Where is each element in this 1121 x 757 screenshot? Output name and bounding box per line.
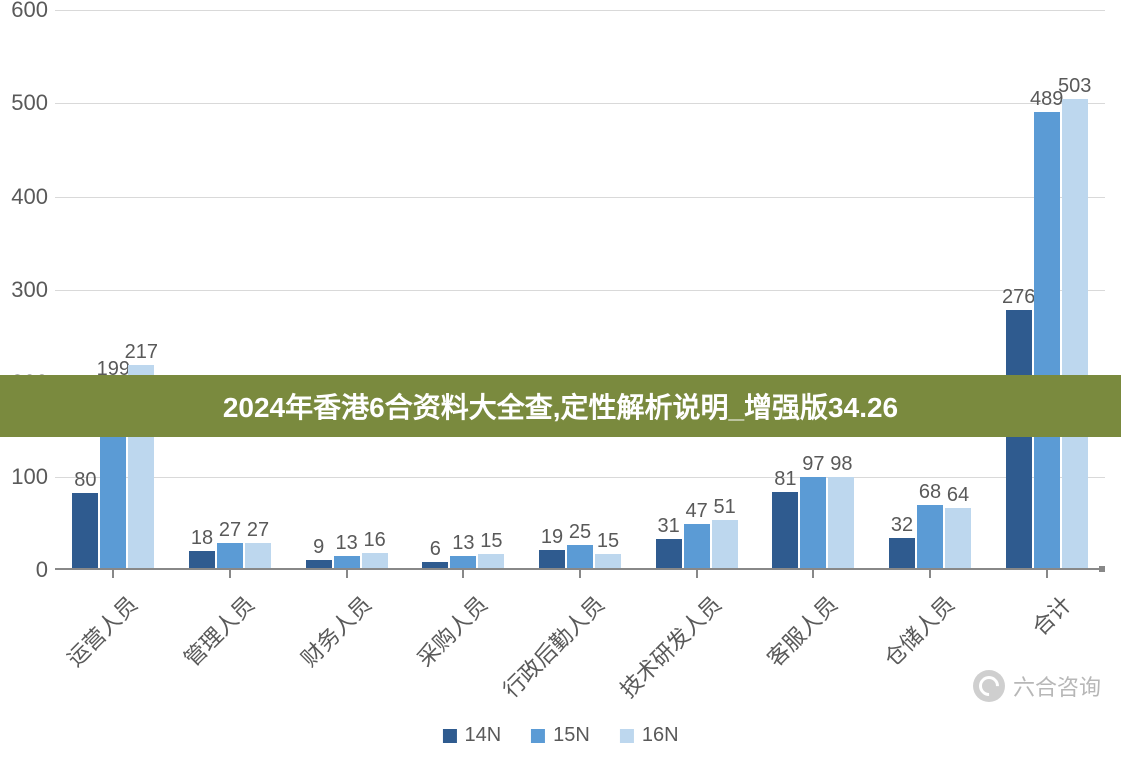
legend-item: 15N <box>531 724 590 747</box>
legend-swatch <box>620 729 634 743</box>
bar: 27 <box>217 543 243 568</box>
bar-value-label: 47 <box>686 500 708 523</box>
y-tick-label: 0 <box>0 557 48 583</box>
bar-value-label: 16 <box>364 529 386 552</box>
bar: 9 <box>306 560 332 568</box>
bar-value-label: 276 <box>1002 286 1035 309</box>
legend-swatch <box>442 729 456 743</box>
y-tick-label: 400 <box>0 184 48 210</box>
bar-value-label: 13 <box>452 532 474 555</box>
bar: 503 <box>1062 99 1088 568</box>
x-tick <box>696 570 698 578</box>
legend-label: 16N <box>642 724 679 747</box>
bar: 81 <box>772 492 798 568</box>
bar: 47 <box>684 524 710 568</box>
x-tick <box>112 570 114 578</box>
x-category-label: 仓储人员 <box>832 588 961 717</box>
x-tick <box>346 570 348 578</box>
legend-label: 15N <box>553 724 590 747</box>
bar-value-label: 19 <box>541 526 563 549</box>
legend-item: 14N <box>442 724 501 747</box>
bar-value-label: 81 <box>774 468 796 491</box>
bar: 489 <box>1034 112 1060 568</box>
bar-value-label: 217 <box>125 341 158 364</box>
bar-value-label: 51 <box>714 496 736 519</box>
x-category-label: 管理人员 <box>132 588 261 717</box>
bar-value-label: 25 <box>569 521 591 544</box>
x-tick <box>579 570 581 578</box>
bar-value-label: 27 <box>219 519 241 542</box>
bar: 51 <box>712 520 738 568</box>
bar-value-label: 9 <box>313 536 324 559</box>
x-category-label: 行政后勤人员 <box>482 588 611 717</box>
y-tick-label: 100 <box>0 464 48 490</box>
bar-group: 192515 <box>539 545 621 568</box>
bar: 15 <box>595 554 621 568</box>
chart-container: 0100200300400500600 80199217182727913166… <box>0 0 1121 757</box>
bar-value-label: 503 <box>1058 75 1091 98</box>
bar: 25 <box>567 545 593 568</box>
bar-value-label: 97 <box>802 453 824 476</box>
bar-value-label: 15 <box>597 530 619 553</box>
bar-group: 819798 <box>772 477 854 568</box>
bar-value-label: 32 <box>891 514 913 537</box>
bar: 276 <box>1006 310 1032 568</box>
bar-group: 276489503 <box>1006 99 1088 568</box>
bar-group: 61315 <box>422 554 504 568</box>
legend: 14N 15N 16N <box>442 724 678 747</box>
watermark: 六合咨询 <box>973 670 1101 702</box>
x-category-label: 财务人员 <box>249 588 378 717</box>
x-category-label: 采购人员 <box>365 588 494 717</box>
bar-value-label: 31 <box>658 515 680 538</box>
plot-area: 8019921718272791316613151925153147518197… <box>55 10 1105 570</box>
bar: 13 <box>450 556 476 568</box>
bar: 31 <box>656 539 682 568</box>
x-category-label: 客服人员 <box>715 588 844 717</box>
x-tick <box>462 570 464 578</box>
overlay-text: 2024年香港6合资料大全查,定性解析说明_增强版34.26 <box>223 386 898 426</box>
overlay-banner: 2024年香港6合资料大全查,定性解析说明_增强版34.26 <box>0 375 1121 437</box>
bar-group: 91316 <box>306 553 388 568</box>
bar: 68 <box>917 505 943 568</box>
bar: 6 <box>422 562 448 568</box>
x-category-label: 运营人员 <box>15 588 144 717</box>
bar: 80 <box>72 493 98 568</box>
legend-label: 14N <box>464 724 501 747</box>
bar: 18 <box>189 551 215 568</box>
y-tick-label: 300 <box>0 277 48 303</box>
bar: 64 <box>945 508 971 568</box>
x-category-label: 技术研发人员 <box>599 588 728 717</box>
bar-group: 314751 <box>656 520 738 568</box>
watermark-text: 六合咨询 <box>1013 670 1101 702</box>
bar-value-label: 80 <box>74 469 96 492</box>
bar-group: 182727 <box>189 543 271 568</box>
bar-value-label: 13 <box>336 532 358 555</box>
y-tick-label: 500 <box>0 90 48 116</box>
bar-value-label: 68 <box>919 481 941 504</box>
bar-value-label: 15 <box>480 530 502 553</box>
bar: 98 <box>828 477 854 568</box>
x-tick <box>812 570 814 578</box>
bar: 19 <box>539 550 565 568</box>
bar-value-label: 18 <box>191 527 213 550</box>
bar: 97 <box>800 477 826 568</box>
y-tick-label: 600 <box>0 0 48 23</box>
bar-value-label: 27 <box>247 519 269 542</box>
bar: 15 <box>478 554 504 568</box>
bar: 27 <box>245 543 271 568</box>
bar: 13 <box>334 556 360 568</box>
bar: 32 <box>889 538 915 568</box>
x-tick <box>229 570 231 578</box>
bar-value-label: 98 <box>830 453 852 476</box>
bar-group: 326864 <box>889 505 971 568</box>
legend-swatch <box>531 729 545 743</box>
bar-value-label: 6 <box>430 538 441 561</box>
x-tick <box>1046 570 1048 578</box>
bar-value-label: 64 <box>947 484 969 507</box>
legend-item: 16N <box>620 724 679 747</box>
wechat-icon <box>973 670 1005 702</box>
x-tick <box>929 570 931 578</box>
bar: 16 <box>362 553 388 568</box>
